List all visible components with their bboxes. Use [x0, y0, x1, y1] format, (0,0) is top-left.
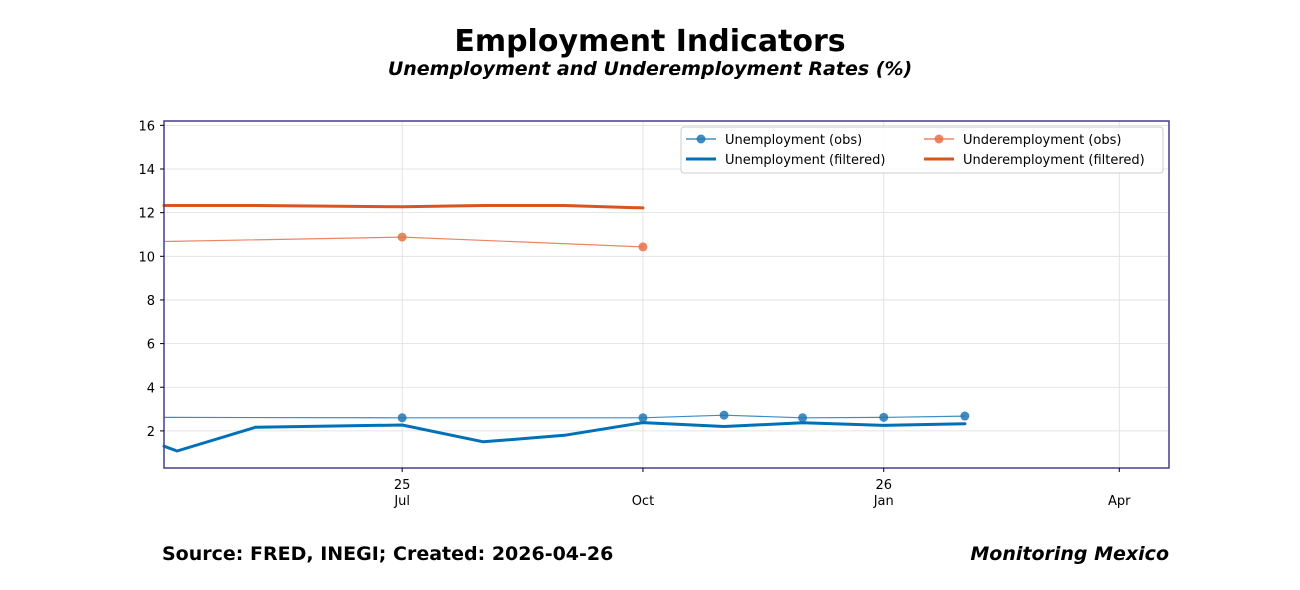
chart-title: Employment Indicators — [454, 24, 846, 59]
y-tick-label: 4 — [147, 381, 155, 396]
legend-swatch-marker — [934, 134, 944, 144]
legend-swatch-marker — [696, 134, 706, 144]
legend-box — [680, 126, 1164, 174]
series-line — [163, 414, 966, 419]
y-tick-label: 8 — [147, 294, 155, 309]
x-tick-month-label: Oct — [632, 494, 654, 509]
x-tick-month-label: Apr — [1108, 494, 1131, 509]
data-point — [960, 411, 970, 421]
grid — [164, 121, 1169, 468]
x-tick-year-label: 26 — [875, 478, 892, 493]
y-tick-label: 14 — [138, 163, 155, 178]
y-tick-label: 10 — [138, 250, 155, 265]
legend-label: Underemployment (filtered) — [963, 153, 1145, 168]
x-tick-year-label: 25 — [394, 478, 411, 493]
series-group — [162, 204, 970, 453]
chart-subtitle: Unemployment and Underemployment Rates (… — [387, 58, 913, 80]
source-caption: Source: FRED, INEGI; Created: 2026-04-26 — [162, 543, 614, 565]
y-tick-label: 12 — [138, 207, 155, 222]
legend-label: Unemployment (filtered) — [725, 153, 885, 168]
plot-frame — [163, 120, 1170, 469]
legend: Unemployment (obs) Unemployment (filtered… — [680, 126, 1164, 174]
y-tick-label: 2 — [147, 425, 155, 440]
legend-label: Unemployment (obs) — [725, 133, 862, 148]
series-line — [162, 204, 645, 210]
brand-caption: Monitoring Mexico — [970, 543, 1169, 565]
data-point — [638, 413, 648, 423]
legend-label: Underemployment (obs) — [963, 133, 1122, 148]
data-point — [798, 413, 808, 423]
x-tick-month-label: Jan — [873, 494, 894, 509]
data-point — [397, 413, 407, 423]
data-point — [879, 412, 889, 422]
y-tick-label: 16 — [138, 119, 155, 134]
data-point — [397, 232, 407, 242]
data-point — [638, 242, 648, 252]
x-tick-month-label: Jul — [393, 494, 410, 509]
y-tick-label: 6 — [147, 338, 155, 353]
data-point — [719, 410, 729, 420]
series-line — [162, 421, 967, 453]
